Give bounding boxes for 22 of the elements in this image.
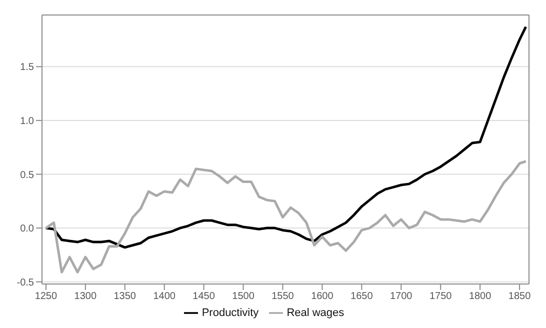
legend-label: Productivity	[202, 306, 259, 319]
x-tick-label: 1850	[508, 291, 532, 302]
x-tick-label: 1500	[232, 291, 255, 302]
x-tick-label: 1350	[114, 291, 136, 302]
x-tick-label: 1650	[350, 291, 374, 302]
x-tick-label: 1550	[272, 291, 294, 302]
x-tick-label: 1300	[74, 291, 97, 302]
y-tick-label: 0.5	[20, 170, 34, 181]
x-tick-label: 1400	[153, 291, 176, 302]
line-series	[44, 26, 528, 249]
line-series	[44, 160, 528, 274]
x-tick-label: 1750	[429, 291, 452, 302]
x-tick-label: 1800	[468, 291, 492, 302]
x-tick-label: 1700	[390, 291, 413, 302]
x-tick-label: 1450	[192, 291, 216, 302]
y-tick-label: 1.0	[20, 116, 34, 127]
y-tick-label: 1.5	[20, 62, 34, 74]
x-tick-label: 1600	[311, 291, 334, 302]
legend-label: Real wages	[286, 306, 344, 319]
x-tick-label: 1250	[34, 291, 58, 302]
y-tick-label: 0.0	[20, 224, 34, 235]
y-tick-label: -0.5	[16, 277, 34, 288]
